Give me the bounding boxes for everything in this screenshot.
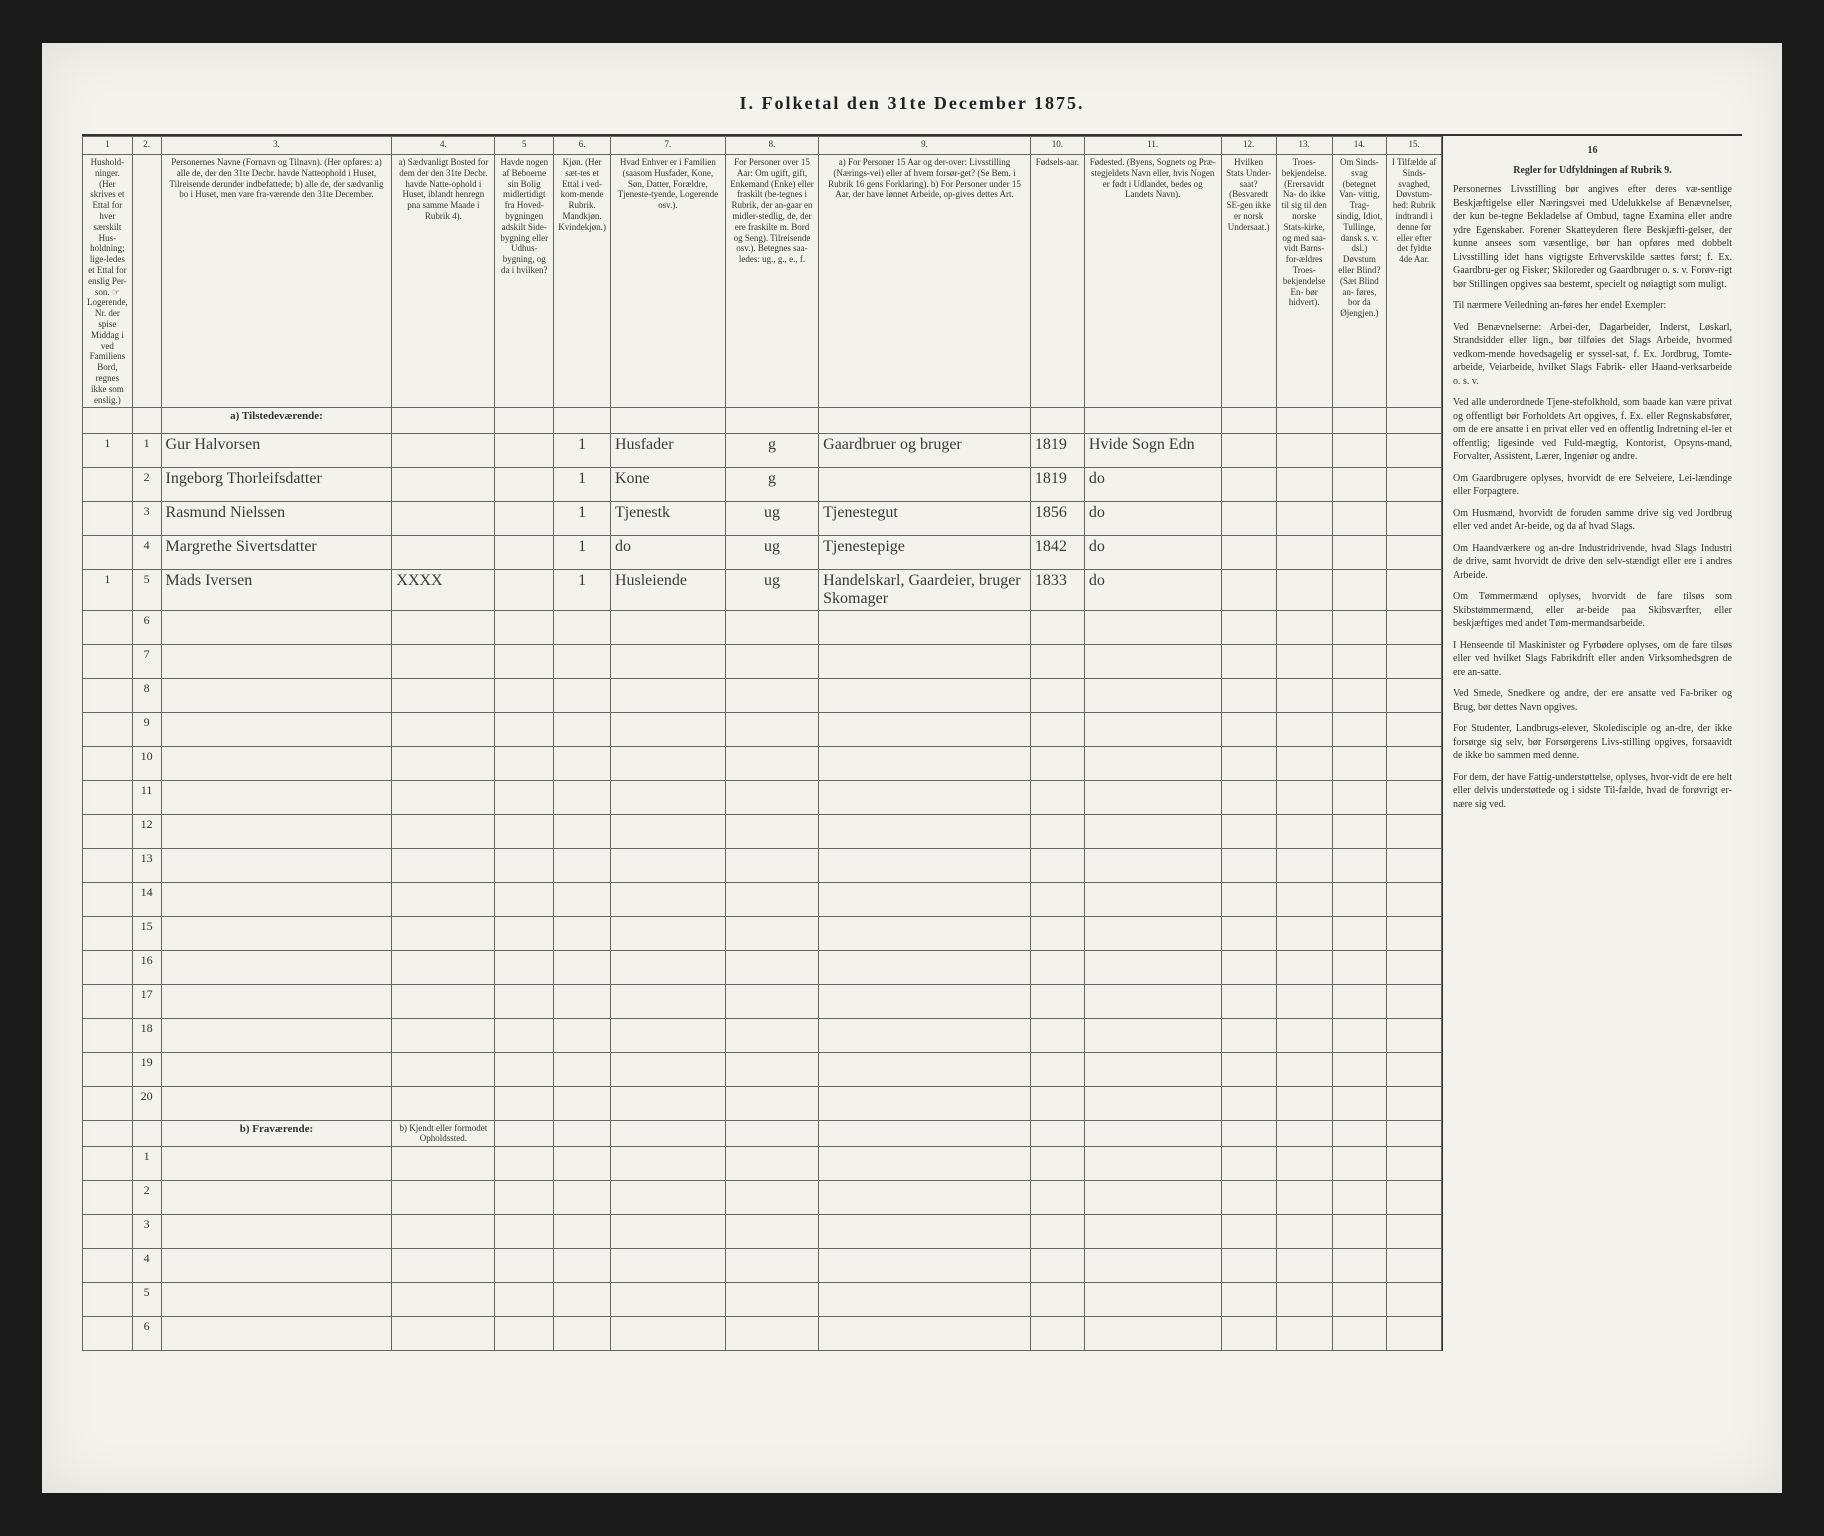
rules-paragraph: Om Haandværkere og an-dre Industridriven…: [1453, 542, 1732, 583]
table-row: 13: [83, 849, 1442, 883]
table-row: 10: [83, 747, 1442, 781]
coln-15: 15.: [1387, 137, 1442, 155]
rules-paragraph: Om Husmænd, hvorvidt de foruden samme dr…: [1453, 507, 1732, 534]
table-body: a) Tilstedeværende:11Gur Halvorsen1Husfa…: [83, 408, 1442, 1351]
table-row: 19: [83, 1053, 1442, 1087]
coln-12: 12.: [1221, 137, 1276, 155]
coln-6: 6.: [554, 137, 611, 155]
census-table: 1 2. 3. 4. 5 6. 7. 8. 9. 10. 11. 12. 13.…: [82, 136, 1442, 1351]
hdr-11: Fødested. (Byens, Sognets og Præ-stegjel…: [1084, 155, 1221, 408]
table-row: 11Gur Halvorsen1HusfadergGaardbruer og b…: [83, 434, 1442, 468]
rules-paragraph: Ved alle underordnede Tjene-stefolkhold,…: [1453, 396, 1732, 464]
coln-10: 10.: [1030, 137, 1084, 155]
coln-7: 7.: [610, 137, 725, 155]
table-row: 6: [83, 1317, 1442, 1351]
sheet: 1 2. 3. 4. 5 6. 7. 8. 9. 10. 11. 12. 13.…: [82, 134, 1742, 1351]
rules-column: 16 Regler for Udfyldningen af Rubrik 9. …: [1442, 136, 1742, 1351]
header-row: Hushold-ninger. (Her skrives et Ettal fo…: [83, 155, 1442, 408]
hdr-5: Havde nogen af Beboerne sin Bolig midler…: [495, 155, 554, 408]
rules-paragraph: For Studenter, Landbrugs-elever, Skoledi…: [1453, 722, 1732, 763]
table-row: 7: [83, 645, 1442, 679]
table-row: 1: [83, 1147, 1442, 1181]
rules-paragraph: Om Gaardbrugere oplyses, hvorvidt de ere…: [1453, 472, 1732, 499]
coln-2: 2.: [132, 137, 161, 155]
census-page: I. Folketal den 31te December 1875. 1 2.…: [42, 43, 1782, 1493]
table-row: 4Margrethe Sivertsdatter1dougTjenestepig…: [83, 536, 1442, 570]
coln-5: 5: [495, 137, 554, 155]
hdr-10: Fødsels-aar.: [1030, 155, 1084, 408]
table-row: 20: [83, 1087, 1442, 1121]
table-area: 1 2. 3. 4. 5 6. 7. 8. 9. 10. 11. 12. 13.…: [82, 136, 1442, 1351]
table-row: 3Rasmund Nielssen1TjenestkugTjenestegut1…: [83, 502, 1442, 536]
rules-colnum: 16: [1453, 144, 1732, 158]
rules-title: Regler for Udfyldningen af Rubrik 9.: [1453, 164, 1732, 178]
section-row: a) Tilstedeværende:: [83, 408, 1442, 434]
coln-14: 14.: [1332, 137, 1387, 155]
page-title: I. Folketal den 31te December 1875.: [82, 93, 1742, 114]
table-row: 8: [83, 679, 1442, 713]
table-row: 6: [83, 611, 1442, 645]
coln-8: 8.: [725, 137, 818, 155]
table-row: 3: [83, 1215, 1442, 1249]
hdr-13: Troes-bekjendelse. (Erersavidt Na- do ik…: [1276, 155, 1332, 408]
table-row: 9: [83, 713, 1442, 747]
coln-3: 3.: [161, 137, 392, 155]
hdr-7: Hvad Enhver er i Familien (saasom Husfad…: [610, 155, 725, 408]
hdr-12: Hvilken Stats Under-saat? (Besvaredt SE-…: [1221, 155, 1276, 408]
coln-4: 4.: [392, 137, 495, 155]
coln-9: 9.: [819, 137, 1031, 155]
hdr-3: Personernes Navne (Fornavn og Tilnavn). …: [161, 155, 392, 408]
rules-paragraph: Personernes Livsstilling bør angives eft…: [1453, 183, 1732, 291]
coln-13: 13.: [1276, 137, 1332, 155]
rules-paragraph: I Henseende til Maskinister og Fyrbødere…: [1453, 639, 1732, 680]
rules-paragraph: Ved Smede, Snedkere og andre, der ere an…: [1453, 687, 1732, 714]
rules-paragraph: Til nærmere Veiledning an-føres her ende…: [1453, 299, 1732, 313]
hdr-4: a) Sædvanligt Bosted for dem der den 31t…: [392, 155, 495, 408]
table-row: 11: [83, 781, 1442, 815]
rules-paragraph: Ved Benævnelserne: Arbei-der, Dagarbeide…: [1453, 321, 1732, 389]
table-row: 15: [83, 917, 1442, 951]
rules-paragraph: Om Tømmermænd oplyses, hvorvidt de fare …: [1453, 590, 1732, 631]
table-row: 4: [83, 1249, 1442, 1283]
table-row: 15Mads IversenXXXX1HusleiendeugHandelska…: [83, 570, 1442, 611]
hdr-9: a) For Personer 15 Aar og der-over: Livs…: [819, 155, 1031, 408]
rules-paragraph: For dem, der have Fattig-understøttelse,…: [1453, 771, 1732, 812]
table-row: 12: [83, 815, 1442, 849]
hdr-6: Kjøn. (Her sæt-tes et Ettal i ved-kom-me…: [554, 155, 611, 408]
hdr-15: I Tilfælde af Sinds-svaghed, Døvstum-hed…: [1387, 155, 1442, 408]
hdr-2: [132, 155, 161, 408]
rules-body: Personernes Livsstilling bør angives eft…: [1453, 183, 1732, 811]
hdr-14: Om Sinds-svag (betegnet Van- vittig, Tra…: [1332, 155, 1387, 408]
coln-1: 1: [83, 137, 133, 155]
table-row: 18: [83, 1019, 1442, 1053]
hdr-8: For Personer over 15 Aar: Om ugift, gift…: [725, 155, 818, 408]
hdr-1: Hushold-ninger. (Her skrives et Ettal fo…: [83, 155, 133, 408]
section-row: b) Fraværende:b) Kjendt eller formodet O…: [83, 1121, 1442, 1147]
coln-11: 11.: [1084, 137, 1221, 155]
column-number-row: 1 2. 3. 4. 5 6. 7. 8. 9. 10. 11. 12. 13.…: [83, 137, 1442, 155]
table-row: 2Ingeborg Thorleifsdatter1Koneg1819do: [83, 468, 1442, 502]
table-row: 5: [83, 1283, 1442, 1317]
table-row: 17: [83, 985, 1442, 1019]
table-row: 2: [83, 1181, 1442, 1215]
table-row: 14: [83, 883, 1442, 917]
table-row: 16: [83, 951, 1442, 985]
